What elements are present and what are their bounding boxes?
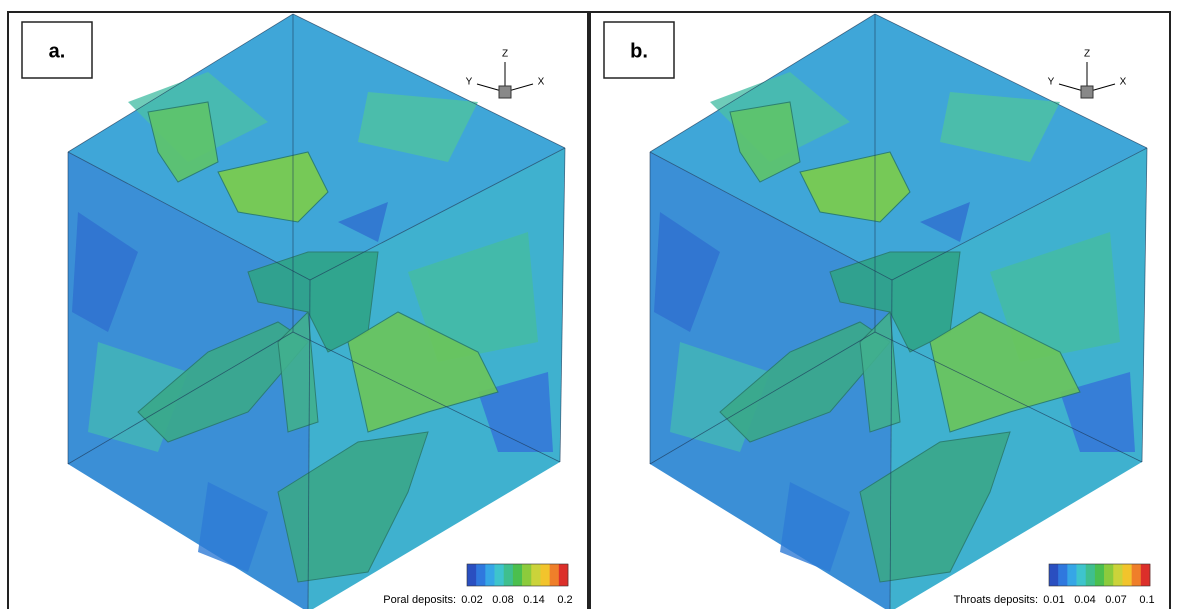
- label-box: [21, 21, 93, 79]
- deposit-blob: [277, 310, 319, 433]
- texture-patch: [338, 202, 388, 242]
- cube-edge: [292, 13, 566, 149]
- panel: a. Z Y X Poral deposits: 0.02 0.08 0.14 0.2: [7, 11, 589, 613]
- texture-patch: [408, 232, 538, 362]
- colorbar-swatch: [1113, 564, 1123, 586]
- legend-title: Poral deposits:: [383, 594, 456, 606]
- deposit-blob: [147, 101, 219, 183]
- legend-tick-label: 0.14: [523, 594, 544, 606]
- colorbar-swatch: [503, 564, 514, 586]
- axis-label: Z: [502, 49, 508, 60]
- cube-edge: [649, 13, 876, 153]
- texture-patch: [920, 202, 970, 242]
- cube-edge: [67, 13, 294, 153]
- axis-label: Y: [1048, 77, 1055, 88]
- cube-edge: [889, 279, 893, 613]
- legend-tick-label: 0.2: [557, 594, 572, 606]
- axis-label: X: [1120, 77, 1127, 88]
- colorbar-swatch: [1131, 564, 1142, 586]
- texture-patch: [780, 482, 850, 572]
- cube-edge: [649, 331, 876, 465]
- texture-patch: [990, 232, 1120, 362]
- texture-patch: [198, 482, 268, 572]
- cube-edge: [559, 147, 566, 463]
- colorbar-swatch: [1104, 564, 1114, 586]
- axis-cube: [1080, 85, 1094, 99]
- legend-bg: [930, 592, 1166, 608]
- cube-edge: [874, 13, 1148, 149]
- cube-edge: [1141, 147, 1148, 463]
- legend-title: Throats deposits:: [954, 594, 1038, 606]
- colorbar-swatch: [549, 564, 560, 586]
- panel-label: b.: [630, 40, 648, 62]
- colorbar-swatch: [1058, 564, 1068, 586]
- texture-patch: [358, 92, 478, 162]
- texture-patch: [654, 212, 720, 332]
- texture-patch: [940, 92, 1060, 162]
- colorbar-swatch: [1094, 564, 1105, 586]
- cube-edge: [292, 331, 561, 463]
- cube-edge: [891, 147, 1148, 281]
- panel-label: a.: [49, 40, 66, 62]
- cube-edge: [649, 151, 893, 281]
- legend-tick-label: 0.07: [1105, 594, 1126, 606]
- axis-label: Z: [1084, 49, 1090, 60]
- colorbar-frame: [1048, 563, 1151, 587]
- legend-bg: [348, 592, 584, 608]
- legend-tick-label: 0.01: [1043, 594, 1064, 606]
- colorbar-frame: [466, 563, 569, 587]
- panel: b. Z Y X Throats deposits: 0.01 0.04 0.07 0.1: [589, 11, 1171, 613]
- colorbar-swatch: [1076, 564, 1087, 586]
- legend-tick-label: 0.1: [1139, 594, 1154, 606]
- colorbar-swatch: [1067, 564, 1077, 586]
- axis-label: Y: [466, 77, 473, 88]
- cube-edge: [309, 147, 566, 281]
- deposit-blob: [729, 101, 801, 183]
- colorbar-swatch: [531, 564, 541, 586]
- colorbar-swatch: [1140, 564, 1151, 586]
- cube-edge: [67, 331, 294, 465]
- colorbar-swatch: [485, 564, 495, 586]
- deposit-blob: [859, 310, 901, 433]
- legend-tick-label: 0.02: [461, 594, 482, 606]
- colorbar-swatch: [540, 564, 550, 586]
- colorbar-swatch: [494, 564, 505, 586]
- cube-edge: [307, 279, 311, 613]
- deposit-blob: [929, 311, 1081, 433]
- colorbar-swatch: [558, 564, 569, 586]
- cube-edge: [874, 331, 1143, 463]
- axis-cube: [498, 85, 512, 99]
- colorbar-swatch: [1122, 564, 1132, 586]
- colorbar-swatch: [1085, 564, 1096, 586]
- cube-edge: [67, 151, 311, 281]
- legend-tick-label: 0.04: [1074, 594, 1095, 606]
- label-box: [603, 21, 675, 79]
- colorbar-swatch: [467, 564, 477, 586]
- deposit-blob: [277, 431, 429, 583]
- deposit-blob: [347, 311, 499, 433]
- texture-patch: [72, 212, 138, 332]
- axis-label: X: [538, 77, 545, 88]
- colorbar-swatch: [522, 564, 532, 586]
- deposit-blob: [859, 431, 1011, 583]
- colorbar-swatch: [1049, 564, 1059, 586]
- colorbar-swatch: [476, 564, 486, 586]
- colorbar-swatch: [512, 564, 523, 586]
- legend-tick-label: 0.08: [492, 594, 513, 606]
